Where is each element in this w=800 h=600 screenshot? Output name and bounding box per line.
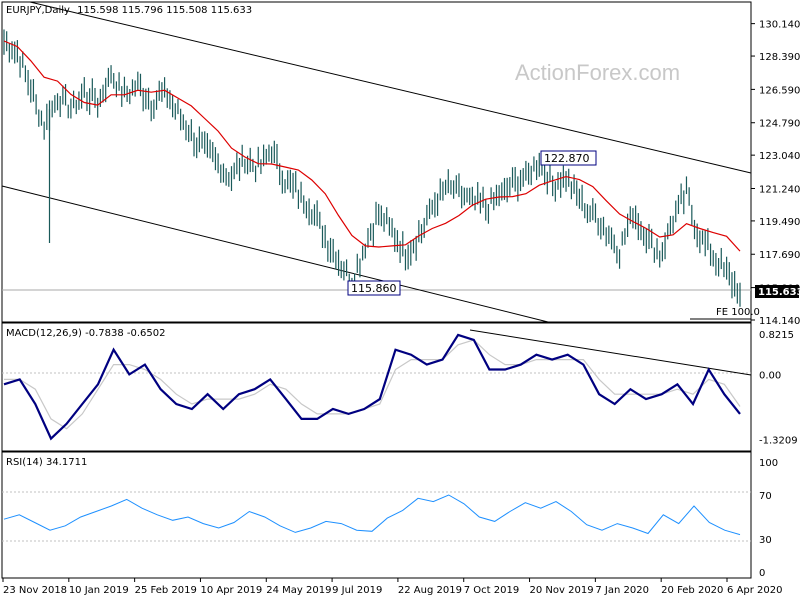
price-tick-label: 121.240	[759, 184, 800, 195]
time-tick-label: 10 Jan 2019	[69, 585, 129, 596]
time-tick-label: 20 Feb 2020	[661, 585, 723, 596]
rsi-tick-label: 30	[759, 535, 772, 546]
channel-lower-line	[1, 185, 549, 323]
last-price-tag-text: 115.633	[758, 287, 800, 298]
rsi-axis: 100 70 30 0	[759, 458, 778, 579]
ohlc-readout: 115.598 115.796 115.508 115.633	[77, 5, 252, 16]
macd-panel-frame	[1, 322, 752, 452]
macd-trendline	[469, 329, 752, 376]
time-tick-label: 7 Jan 2020	[595, 585, 649, 596]
macd-main-line	[3, 333, 741, 441]
time-tick-label: 10 Apr 2019	[200, 585, 262, 596]
price-panel-title: EURJPY,Daily 115.598 115.796 115.508 115…	[6, 5, 252, 16]
time-tick-label: 22 Aug 2019	[398, 585, 462, 596]
time-tick-label: 7 Oct 2019	[464, 585, 519, 596]
price-panel-frame	[1, 1, 752, 323]
high-annotation-box	[540, 150, 597, 166]
time-tick-label: 24 May 2019	[266, 585, 331, 596]
time-tick-label: 25 Feb 2019	[135, 585, 197, 596]
rsi-line	[3, 494, 741, 536]
moving-average-line	[3, 40, 741, 252]
price-tick-label: 119.490	[759, 217, 800, 228]
macd-tick-label: 0.00	[759, 370, 781, 381]
price-tick-label: 126.590	[759, 85, 800, 96]
time-tick-label: 20 Nov 2019	[530, 585, 594, 596]
rsi-panel-title: RSI(14) 34.1711	[6, 457, 87, 468]
rsi-tick-label: 0	[759, 568, 765, 579]
price-tick-label: 130.140	[759, 20, 800, 31]
low-annotation-box	[347, 280, 401, 296]
rsi-tick-label: 100	[759, 458, 778, 469]
time-tick-label: 9 Jul 2019	[332, 585, 382, 596]
symbol-label: EURJPY,Daily	[6, 5, 70, 16]
price-tick-label: 128.390	[759, 52, 800, 63]
channel-upper-line	[29, 1, 752, 174]
rsi-tick-label: 70	[759, 491, 772, 502]
macd-tick-label: 0.8215	[759, 330, 794, 341]
rsi-panel-frame	[1, 451, 752, 579]
time-axis: 23 Nov 2018 10 Jan 2019 25 Feb 2019 10 Apr …	[2, 578, 782, 596]
high-annotation: 122.870	[544, 152, 590, 165]
macd-panel-title: MACD(12,26,9) -0.7838 -0.6502	[6, 328, 166, 339]
low-annotation: 115.860	[351, 282, 397, 295]
fe-label: FE 100.0	[716, 307, 760, 318]
price-tick-label: 114.140	[759, 316, 800, 327]
time-tick-label: 23 Nov 2018	[3, 585, 67, 596]
macd-axis: 0.8215 0.00 -1.3209	[759, 330, 798, 447]
price-bars	[3, 29, 741, 307]
last-price-tag	[755, 285, 799, 298]
time-tick-label: 6 Apr 2020	[727, 585, 782, 596]
price-tick-label: 123.040	[759, 151, 800, 162]
macd-tick-label: -1.3209	[759, 436, 798, 447]
price-tick-label: 117.690	[759, 250, 800, 261]
price-axis: 130.140 128.390 126.590 124.790 123.040 121.2…	[751, 20, 800, 327]
macd-signal-line	[4, 339, 741, 430]
watermark: ActionForex.com	[515, 60, 680, 85]
price-tick-label: 124.790	[759, 119, 800, 130]
